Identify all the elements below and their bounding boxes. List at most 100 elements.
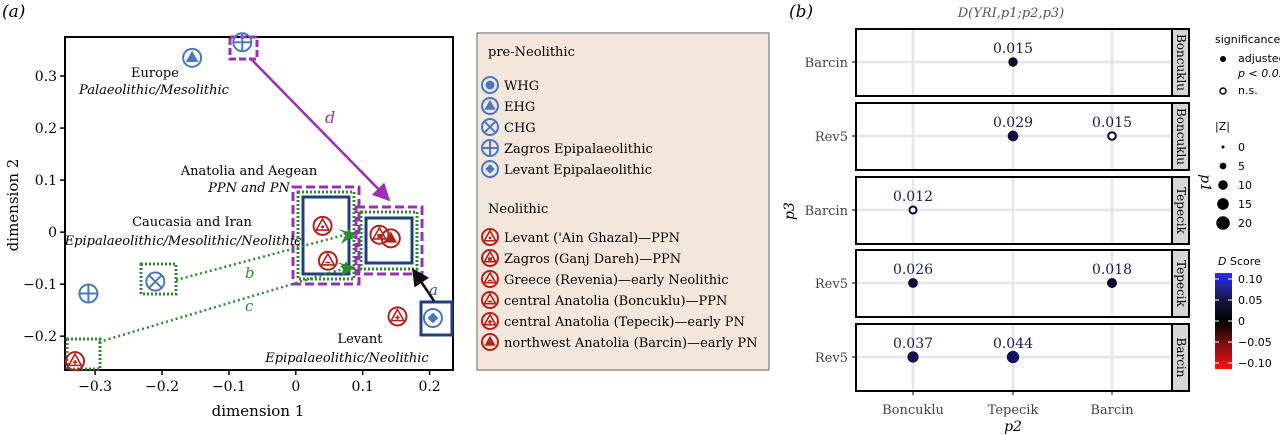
panel-b-xlabel: p2 [1004, 419, 1022, 435]
arrow-star-1 [340, 261, 352, 273]
color-tick-label: −0.05 [1238, 336, 1272, 349]
d-score-label: 0.018 [1092, 262, 1132, 278]
legend-pre-marker-0-dot [485, 80, 495, 90]
data-point-10-triangle [67, 352, 83, 367]
facet-panel-0: Boncuklu Barcin 0.015 [805, 28, 1190, 97]
facet-y-tick-label: Barcin [805, 56, 849, 71]
data-point-8-triangle [384, 231, 398, 243]
d-score-label: 0.012 [893, 189, 933, 205]
data-point-1-cross [233, 33, 252, 52]
legend-pre-marker-4-ring [481, 160, 499, 178]
panel-a-label: (a) [2, 2, 25, 22]
legend-neo-marker-5-ring [481, 333, 499, 351]
panel-a-frame [64, 36, 454, 371]
facet-y-tick-label: Rev5 [815, 277, 848, 292]
d-score-point [1006, 350, 1020, 364]
legend-pre-marker-2-x [483, 120, 497, 134]
facet-strip [1171, 249, 1190, 318]
significance-item-1b: p < 0.05 [1237, 67, 1280, 80]
box-zagros-green [359, 210, 419, 271]
color-tick-label: 0.10 [1238, 273, 1263, 286]
z-legend-title: |Z| [1215, 120, 1230, 133]
data-point-10 [65, 351, 86, 372]
legend-neo-marker-5-triangle [484, 335, 496, 346]
panel-b-plot: Boncuklu Barcin 0.015 Boncuklu Rev5 0.029 0.01… [805, 28, 1190, 418]
z-legend-label-1: 5 [1238, 160, 1245, 173]
legend-neo-marker-3-triangle [483, 292, 497, 305]
legend-neo-marker-2 [481, 270, 499, 288]
data-point-0-ring [182, 47, 203, 68]
significance-item-1a: adjusted [1238, 52, 1280, 65]
legend-pre-marker-3 [481, 139, 499, 157]
x-tick-label: −0.3 [78, 379, 112, 395]
data-point-0 [182, 47, 203, 68]
panel-b-title: D(YRI,p1;p2,p3) [957, 6, 1065, 21]
color-tick-label: 0 [1238, 315, 1245, 328]
z-legend-label-0: 0 [1238, 141, 1245, 154]
x-tick-label: −0.1 [212, 379, 246, 395]
d-score-label: 0.026 [893, 262, 933, 278]
legend-neo-label-0: Levant ('Ain Ghazal)—PPN [504, 231, 680, 246]
d-score-label: 0.015 [1092, 115, 1132, 131]
legend-neo-title: Neolithic [488, 202, 548, 217]
legend-neo-marker-0-ring [481, 228, 499, 246]
data-point-8-ring [380, 228, 401, 249]
d-score-point [1107, 131, 1117, 141]
legend-neo-label-3: central Anatolia (Boncuklu)—PPN [504, 294, 727, 309]
facet-strip [1171, 323, 1190, 392]
legend-neo-items: Levant ('Ain Ghazal)—PPN Zagros (Ganj Dar… [481, 228, 758, 351]
legend-pre-marker-1 [481, 97, 499, 115]
facet-panel-3: Tepecik Rev5 0.026 0.018 [815, 249, 1190, 318]
significance-open-marker [1219, 87, 1227, 95]
legend-pre-marker-4 [481, 160, 499, 178]
arrows [98, 57, 436, 344]
z-legend-marker-0 [1221, 145, 1225, 149]
facet-strip [1171, 28, 1190, 97]
z-legend-marker-1 [1219, 162, 1227, 170]
facet-strip [1171, 176, 1190, 245]
legend-neo-marker-4 [481, 312, 499, 330]
arrow-label-c: c [245, 297, 254, 315]
y-tick-label: 0 [48, 225, 57, 241]
x-tick-label: 0.2 [418, 379, 440, 395]
panel-b-label: (b) [789, 2, 813, 22]
x-tick-label: 0.1 [352, 379, 374, 395]
box-anatolia-purple [291, 185, 361, 286]
x-tick-label: −0.2 [145, 379, 179, 395]
region-caucasia-period: Epipalaeolithic/Mesolithic/Neolithic [64, 234, 302, 249]
region-levant-name: Levant [337, 332, 383, 347]
y-tick-label: 0.1 [35, 173, 57, 189]
legend-neo-marker-5 [481, 333, 499, 351]
region-europe-name: Europe [131, 66, 179, 81]
z-legend-items: 0 5 10 15 20 [1216, 141, 1252, 230]
d-score-point [907, 351, 919, 363]
facet-strip-label: Boncuklu [1174, 108, 1188, 165]
panel-b-ylabel: p3 [782, 202, 798, 220]
data-point-4-diamond [427, 312, 439, 324]
data-point-5-triangle [314, 217, 331, 231]
region-europe-period: Palaeolithic/Mesolithic [78, 83, 230, 98]
data-point-4 [422, 307, 443, 328]
panel-b-x-tick-label: Barcin [1090, 403, 1134, 418]
group-boxes [65, 35, 454, 371]
panel-a-y-ticks: −0.2 −0.1 0 0.1 0.2 0.3 [23, 69, 65, 345]
arrow-label-a: a [429, 281, 438, 299]
region-levant-period: Epipalaeolithic/Neolithic [264, 351, 429, 366]
legend-neo-marker-1 [481, 249, 499, 267]
legend-neo-marker-1-square [488, 257, 492, 261]
z-legend-marker-3 [1217, 198, 1229, 210]
color-legend-bar [1215, 273, 1232, 369]
legend-neo-marker-0-triangle [483, 229, 497, 242]
legend-pre-marker-1-ring [481, 97, 499, 115]
panel-a-legend: pre-Neolithic WHG EHG CHG Zagros Epipalaeol… [476, 32, 770, 371]
data-point-3-cross [79, 284, 98, 303]
d-score-point [1007, 130, 1019, 142]
data-point-7-square [377, 234, 382, 238]
data-point-9-plus [395, 315, 400, 320]
legend-pre-marker-0 [481, 76, 499, 94]
panel-b-x-tick-label: Tepecik [988, 403, 1039, 418]
z-legend-marker-2 [1218, 180, 1228, 190]
legend-neo-marker-3 [481, 291, 499, 309]
data-point-9-ring [387, 306, 408, 327]
